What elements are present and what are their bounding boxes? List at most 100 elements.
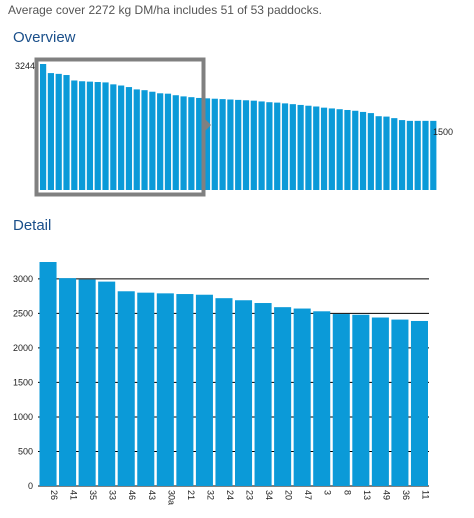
overview-bar xyxy=(47,73,54,190)
overview-bar xyxy=(274,102,281,190)
x-tick-label: 32 xyxy=(205,490,215,500)
x-tick-label: 30a xyxy=(166,490,176,505)
detail-bar[interactable] xyxy=(176,294,194,486)
detail-bar[interactable] xyxy=(352,314,370,486)
y-tick-label: 2500 xyxy=(13,308,33,318)
x-tick-label: 47 xyxy=(303,490,313,500)
overview-bar xyxy=(406,120,413,190)
detail-bars xyxy=(39,262,428,486)
detail-title: Detail xyxy=(13,217,52,234)
detail-bar[interactable] xyxy=(137,292,155,486)
x-tick-label: 20 xyxy=(284,490,294,500)
detail-bar[interactable] xyxy=(391,319,409,486)
detail-bar[interactable] xyxy=(332,314,350,486)
y-tick-label: 1500 xyxy=(13,377,33,387)
overview-bar xyxy=(203,98,211,190)
selection-resize-handle[interactable] xyxy=(205,119,211,131)
detail-bar[interactable] xyxy=(59,278,77,486)
overview-bar xyxy=(391,118,398,190)
overview-bar xyxy=(266,102,273,190)
overview-bar xyxy=(94,82,101,190)
x-tick-label: 36 xyxy=(401,490,411,500)
overview-bar xyxy=(79,81,86,190)
x-tick-label: 13 xyxy=(362,490,372,500)
overview-bar xyxy=(102,82,109,190)
overview-bar xyxy=(367,113,374,190)
detail-bar[interactable] xyxy=(293,308,311,486)
x-tick-label: 43 xyxy=(147,490,157,500)
detail-bar[interactable] xyxy=(215,298,233,486)
detail-bar[interactable] xyxy=(274,307,292,486)
overview-bar xyxy=(305,105,312,190)
overview-bar xyxy=(63,75,70,190)
overview-bar xyxy=(141,90,148,190)
overview-bar xyxy=(219,99,226,190)
x-tick-label: 23 xyxy=(245,490,255,500)
overview-bar xyxy=(196,97,203,190)
x-tick-label: 46 xyxy=(127,490,137,500)
overview-title: Overview xyxy=(13,29,76,46)
overview-bar xyxy=(258,101,265,190)
detail-bar[interactable] xyxy=(235,300,253,486)
x-tick-label: 26 xyxy=(49,490,59,500)
x-tick-label: 49 xyxy=(381,490,391,500)
overview-selection-window[interactable] xyxy=(34,57,206,197)
detail-y-tick-labels: 0 500 1000 1500 2000 2500 3000 xyxy=(13,274,33,491)
overview-bar xyxy=(235,99,242,190)
overview-bar xyxy=(398,120,406,190)
y-tick-label: 1000 xyxy=(13,412,33,422)
overview-bar xyxy=(281,103,289,190)
detail-bar[interactable] xyxy=(156,293,174,486)
detail-bar[interactable] xyxy=(371,317,389,486)
overview-bar xyxy=(375,116,382,190)
overview-bar xyxy=(172,95,179,190)
y-tick-label: 3000 xyxy=(13,274,33,284)
overview-bar xyxy=(383,116,390,190)
x-tick-label: 24 xyxy=(225,490,235,500)
overview-bar xyxy=(40,64,47,190)
detail-bar[interactable] xyxy=(313,311,331,486)
overview-bar xyxy=(313,106,320,190)
detail-bar[interactable] xyxy=(98,281,116,486)
overview-bar xyxy=(157,93,164,190)
overview-bar xyxy=(149,91,156,190)
overview-bar xyxy=(352,110,359,190)
y-tick-label: 500 xyxy=(18,446,33,456)
overview-bar xyxy=(125,87,133,190)
overview-bar xyxy=(242,100,250,190)
detail-gridlines xyxy=(38,278,429,487)
cover-summary: Average cover 2272 kg DM/ha includes 51 … xyxy=(8,3,322,17)
overview-chart[interactable]: 3244 1500 xyxy=(0,0,474,210)
overview-bar xyxy=(188,97,195,190)
overview-bar xyxy=(328,108,335,190)
overview-bar xyxy=(250,100,257,190)
overview-bar xyxy=(55,73,62,190)
x-tick-label: 21 xyxy=(186,490,196,500)
x-tick-label: 41 xyxy=(69,490,79,500)
x-tick-label: 33 xyxy=(108,490,118,500)
detail-bar[interactable] xyxy=(39,262,57,486)
overview-max-label: 3244 xyxy=(15,61,35,71)
overview-bar xyxy=(86,81,94,190)
overview-bar xyxy=(320,107,328,190)
overview-bar xyxy=(289,104,296,190)
detail-bar[interactable] xyxy=(117,291,135,486)
y-tick-label: 2000 xyxy=(13,343,33,353)
detail-bar[interactable] xyxy=(410,320,428,486)
overview-bar xyxy=(430,120,437,190)
overview-bar xyxy=(344,109,351,190)
detail-bar[interactable] xyxy=(78,279,96,486)
overview-bar xyxy=(414,120,421,190)
x-tick-label: 11 xyxy=(420,490,430,499)
overview-bar xyxy=(227,99,234,190)
overview-bar xyxy=(336,109,343,190)
overview-bar xyxy=(297,104,304,190)
detail-bar[interactable] xyxy=(195,294,213,486)
y-tick-label: 0 xyxy=(28,481,33,491)
overview-bar xyxy=(110,84,117,190)
overview-bar xyxy=(164,93,172,190)
detail-bar[interactable] xyxy=(254,303,272,486)
x-tick-label: 35 xyxy=(88,490,98,500)
overview-bar xyxy=(422,120,429,190)
